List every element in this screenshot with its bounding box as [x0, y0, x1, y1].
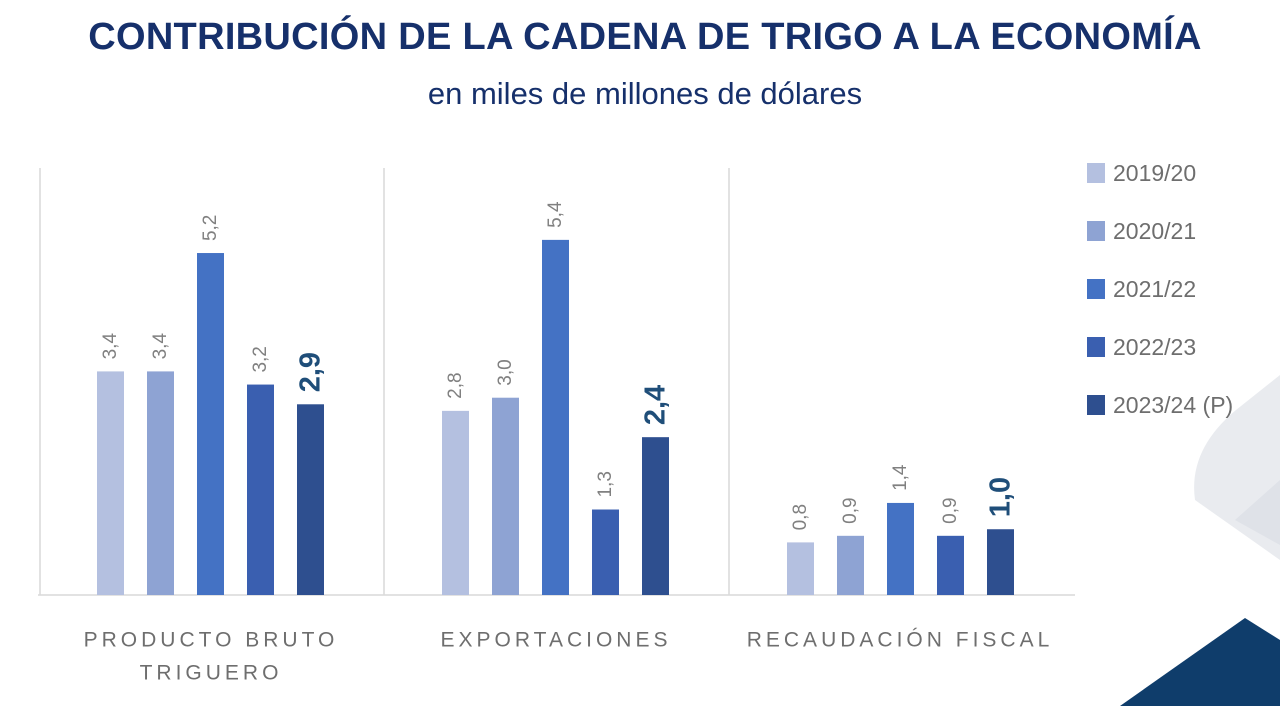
bar: [937, 535, 964, 595]
chart-subtitle: en miles de millones de dólares: [427, 76, 863, 111]
legend-swatch: [1087, 395, 1105, 415]
bar: [642, 437, 669, 595]
category-label: TRIGUERO: [140, 662, 283, 685]
data-label: 5,2: [200, 215, 221, 241]
bar: [592, 509, 619, 595]
chart-legend: 2019/20 2020/21 2021/22 2022/23 2023/24 (P): [1087, 160, 1233, 418]
data-label: 1,3: [595, 471, 616, 497]
bar: [297, 404, 324, 595]
decor-gray-shade: [1235, 480, 1280, 545]
data-label: 0,9: [940, 497, 961, 523]
data-label: 0,8: [790, 504, 811, 530]
bar: [492, 397, 519, 595]
data-label: 2,9: [295, 352, 327, 392]
decor-navy-shape: [1120, 618, 1280, 706]
chart-bars: [97, 239, 1014, 596]
legend-entry-label: 2022/23: [1113, 334, 1196, 360]
legend-swatch: [1087, 337, 1105, 357]
data-label: 3,4: [150, 333, 171, 360]
legend-entry-label: 2020/21: [1113, 218, 1196, 244]
legend-entry-label: 2019/20: [1113, 160, 1196, 186]
data-label: 0,9: [840, 497, 861, 523]
chart-data-labels: 3,4 3,4 5,2 3,2 2,9 2,8 3,0 5,4 1,3 2,4 0,8 0,9 1,4 0…: [100, 201, 1017, 530]
chart-title: CONTRIBUCIÓN DE LA CADENA DE TRIGO A LA …: [88, 16, 1202, 58]
legend-swatch: [1087, 221, 1105, 241]
category-label: RECAUDACIÓN FISCAL: [747, 629, 1054, 652]
legend-swatch: [1087, 279, 1105, 299]
data-label: 2,8: [445, 372, 466, 398]
bar: [147, 371, 174, 595]
data-label: 3,0: [495, 359, 516, 385]
bar: [987, 529, 1014, 595]
bar: [787, 542, 814, 595]
data-label: 3,4: [100, 333, 121, 360]
legend-swatch: [1087, 163, 1105, 183]
data-label: 1,4: [890, 464, 911, 491]
bar: [247, 384, 274, 595]
chart-category-labels: PRODUCTO BRUTO TRIGUERO EXPORTACIONES RECAU…: [84, 629, 1054, 685]
bar: [837, 535, 864, 595]
bar: [197, 253, 224, 595]
category-label: EXPORTACIONES: [441, 629, 672, 652]
legend-entry-label: 2023/24 (P): [1113, 392, 1233, 418]
data-label: 2,4: [640, 385, 672, 425]
legend-entry-label: 2021/22: [1113, 276, 1196, 302]
bar: [442, 410, 469, 595]
bar: [887, 502, 914, 595]
bar: [97, 371, 124, 595]
data-label: 5,4: [545, 201, 566, 228]
bar: [542, 239, 569, 596]
data-label: 1,0: [985, 477, 1017, 517]
category-label: PRODUCTO BRUTO: [84, 629, 339, 652]
data-label: 3,2: [250, 346, 271, 372]
decorative-corner-shapes: [1120, 375, 1280, 706]
